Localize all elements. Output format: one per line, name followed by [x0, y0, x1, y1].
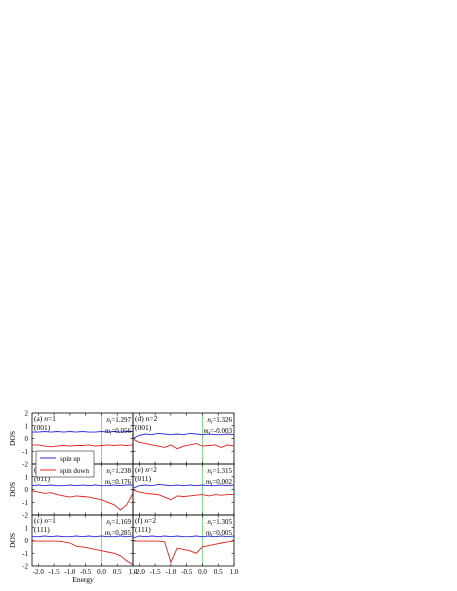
x-axis-label: Energy: [72, 575, 94, 584]
panel-subtitle-e: (011): [135, 474, 151, 483]
y-tick-label-b-2: -1: [22, 499, 28, 507]
series-line-c-spin-down: [32, 540, 134, 566]
x-tick-label-c-3: -0.5: [80, 568, 92, 576]
x-tick-label-c-2: -1.0: [64, 568, 76, 576]
panel-title-f: (f) n=2: [135, 516, 156, 525]
series-line-e-spin-up: [132, 483, 235, 489]
x-tick-label-f-2: -1.0: [165, 568, 177, 576]
panel-subtitle-a: (001): [34, 423, 51, 432]
y-axis-label-b: DOS: [8, 482, 17, 497]
panel-subtitle-c: (111): [34, 525, 50, 534]
x-tick-label-f-6: 1.0: [230, 568, 239, 576]
x-tick-label-c-0: -2.0: [33, 568, 45, 576]
x-tick-label-f-4: 0.0: [198, 568, 207, 576]
annotation-mt-a: mt=0.056: [105, 427, 132, 437]
legend-label-spin-up: spin up: [60, 455, 81, 463]
series-line-d-spin-down: [132, 438, 235, 450]
y-tick-label-c-0: 1: [25, 524, 29, 532]
annotation-nt-f: nt=1.305: [207, 518, 232, 528]
x-tick-label-f-3: -0.5: [181, 568, 193, 576]
annotation-nt-d: nt=1.326: [207, 416, 232, 426]
series-line-b-spin-down: [31, 490, 134, 511]
y-tick-label-c-2: -1: [22, 550, 28, 558]
annotation-mt-b: mt=0.176: [105, 478, 132, 488]
panel-subtitle-f: (111): [135, 525, 151, 534]
series-line-a-spin-down: [32, 444, 134, 448]
y-tick-label-a-4: -2: [22, 461, 28, 469]
annotation-mt-c: mt=0.285: [105, 529, 132, 539]
series-line-c-spin-up: [32, 535, 134, 538]
annotation-nt-e: nt=1.315: [207, 467, 232, 477]
x-tick-label-c-4: 0.0: [97, 568, 106, 576]
y-tick-label-c-1: 0: [25, 537, 29, 545]
annotation-nt-c: nt=1.169: [106, 518, 131, 528]
y-tick-label-c-3: -2: [22, 563, 28, 571]
panel-title-c: (c) n=1: [34, 516, 56, 525]
y-tick-label-a-2: 0: [25, 435, 29, 443]
series-line-f-spin-up: [132, 535, 235, 539]
annotation-nt-b: nt=1.238: [106, 467, 131, 477]
series-line-b-spin-up: [31, 484, 133, 487]
x-tick-label-f-5: 0.5: [214, 568, 223, 576]
series-line-f-spin-down: [133, 540, 235, 564]
series-line-d-spin-up: [132, 432, 235, 439]
panel-title-d: (d) n=2: [135, 414, 158, 423]
y-tick-label-a-0: 2: [25, 410, 29, 418]
y-tick-label-b-0: 1: [25, 473, 29, 481]
x-tick-label-c-1: -1.5: [49, 568, 61, 576]
y-tick-label-a-1: 1: [25, 422, 29, 430]
legend-box: [35, 450, 95, 478]
y-tick-label-a-3: -1: [22, 448, 28, 456]
x-tick-label-f-1: -1.5: [150, 568, 162, 576]
series-line-a-spin-up: [32, 431, 133, 433]
annotation-mt-e: mt=0.002: [206, 478, 233, 488]
panel-title-a: (a) n=1: [34, 414, 56, 423]
panel-subtitle-b: (011): [34, 474, 50, 483]
x-tick-label-c-6: 1.0: [129, 568, 138, 576]
x-tick-label-c-5: 0.5: [113, 568, 122, 576]
legend: spin up spin down: [35, 450, 95, 478]
panel-title-e: (e) n=2: [135, 465, 157, 474]
annotation-nt-a: nt=1.297: [106, 416, 131, 426]
y-axis-label-a: DOS: [8, 431, 17, 446]
y-axis-label-c: DOS: [8, 533, 17, 548]
panel-subtitle-d: (001): [135, 423, 152, 432]
x-tick-label-f-0: -2.0: [134, 568, 146, 576]
y-tick-label-b-3: -2: [22, 512, 28, 520]
annotation-mt-d: mt=-0.003: [204, 427, 233, 437]
annotation-mt-f: mt=0.005: [206, 529, 233, 539]
legend-label-spin-down: spin down: [60, 467, 89, 475]
y-tick-label-b-1: 0: [25, 486, 29, 494]
series-line-e-spin-down: [132, 489, 234, 501]
